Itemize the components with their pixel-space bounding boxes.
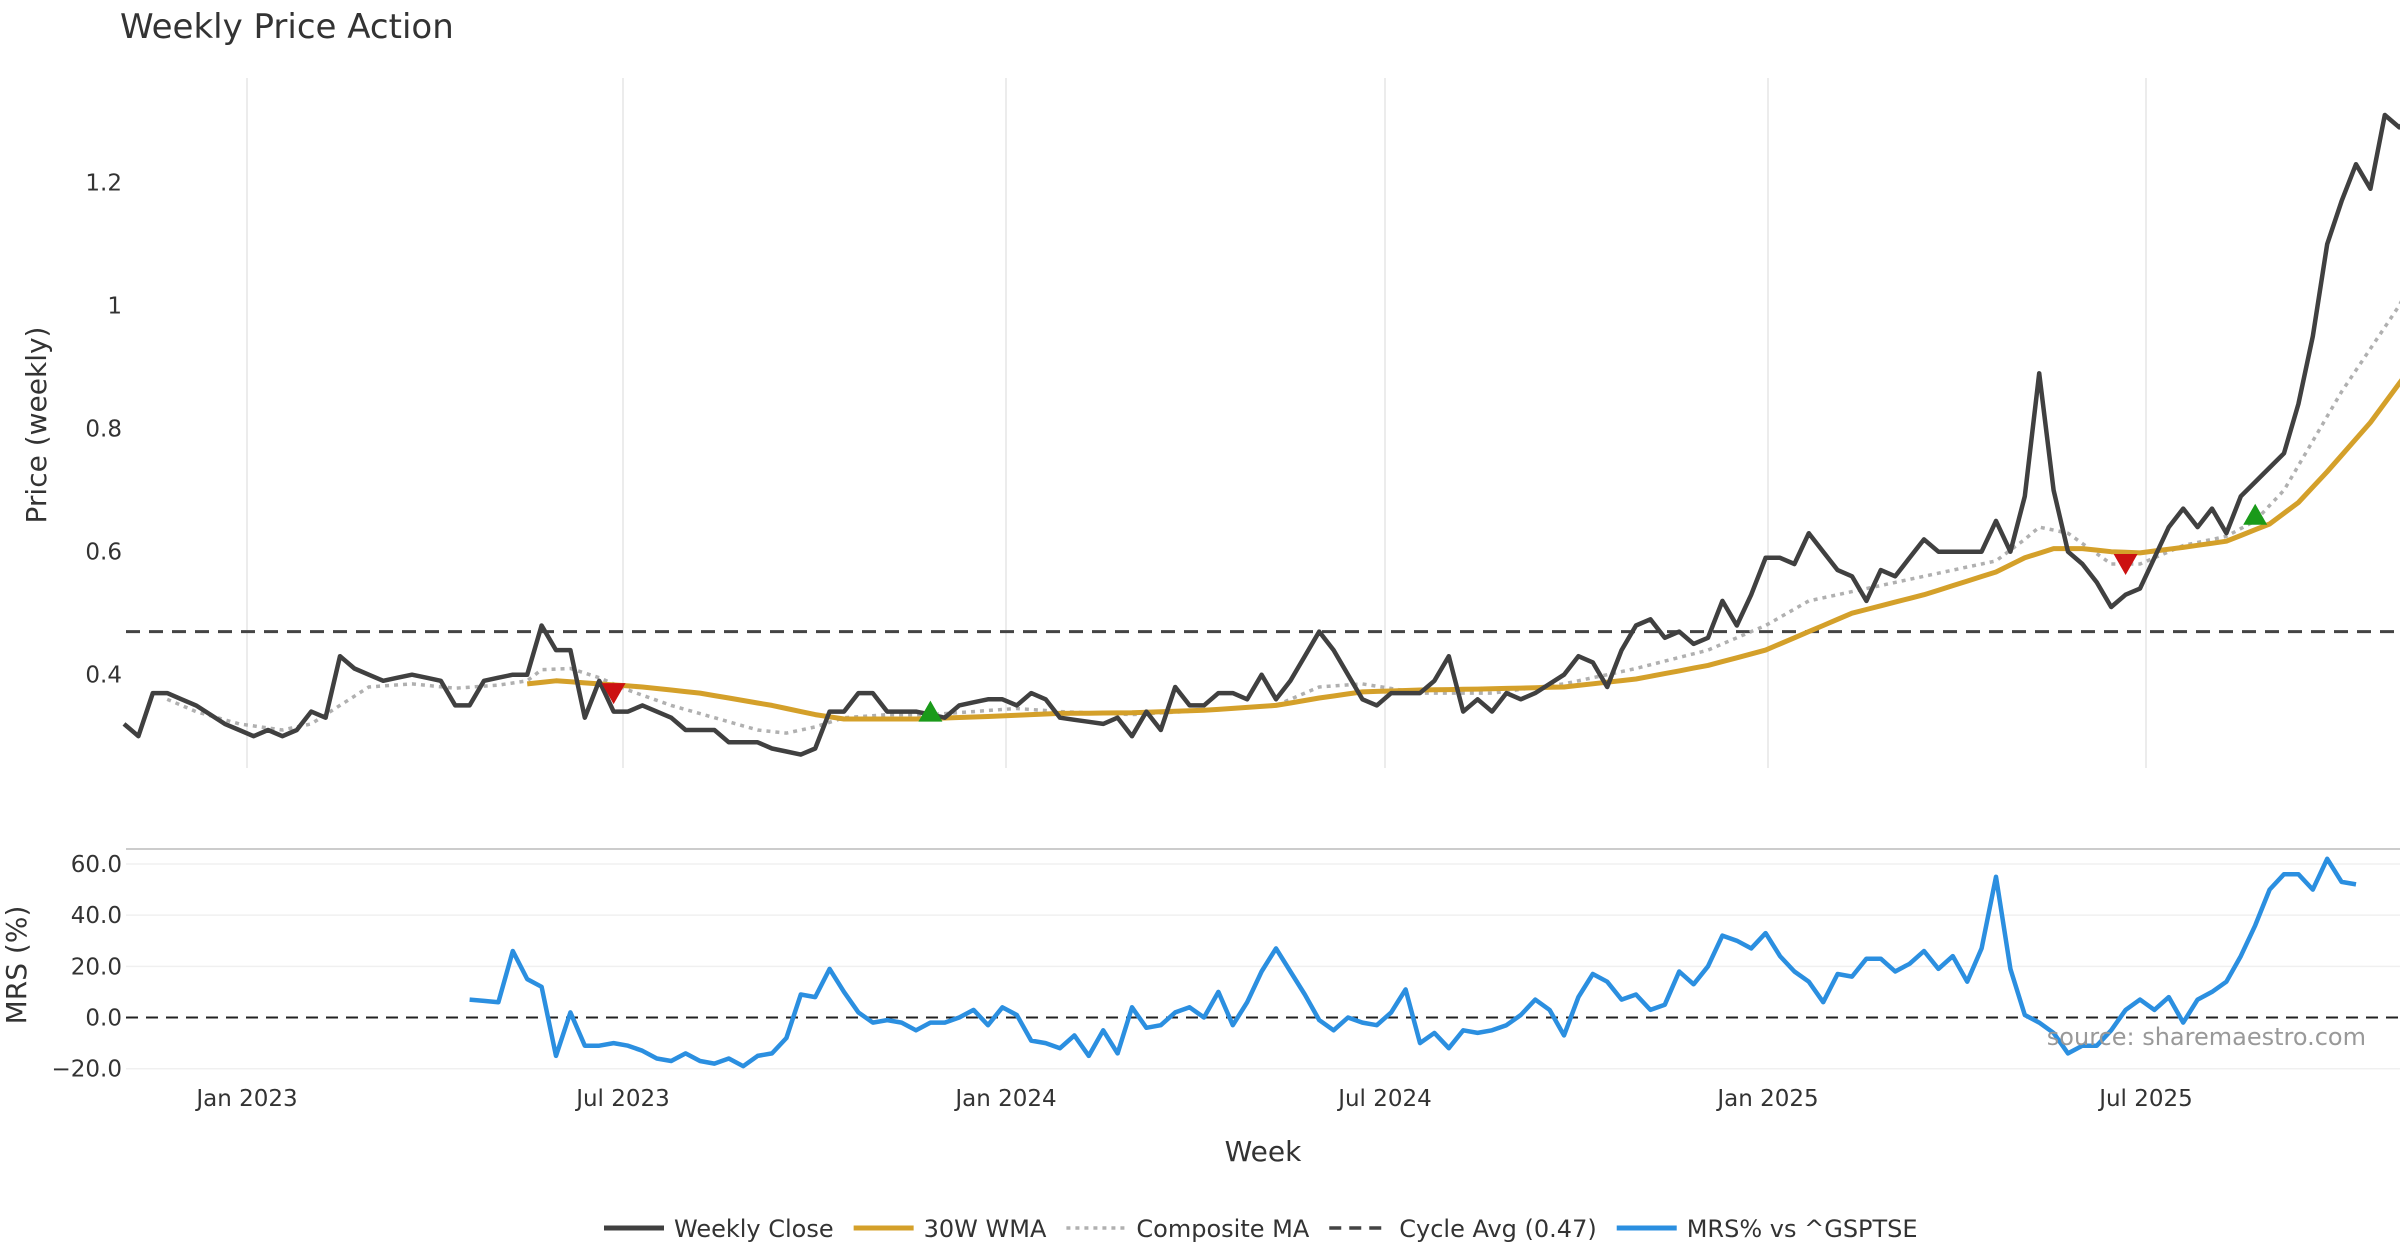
signal-markers: [601, 503, 2268, 722]
x-tick-2: Jan 2024: [953, 1086, 1056, 1112]
mrs-y-axis-label: MRS (%): [0, 906, 33, 1025]
legend-item-4: MRS% vs ^GSPTSE: [1616, 1215, 1918, 1243]
price-panel-gridlines: [246, 78, 2147, 768]
sell-signal-marker-1: [2113, 553, 2138, 575]
price-y-tick-4: 1.2: [85, 171, 122, 197]
legend-item-3: Cycle Avg (0.47): [1329, 1215, 1597, 1243]
wma-30w-line: [526, 378, 2400, 722]
x-axis-label: Week: [1225, 1135, 1302, 1168]
legend-label: Cycle Avg (0.47): [1399, 1215, 1596, 1243]
mrs-panel-gridlines: [126, 863, 2400, 1070]
sell-signal-marker-0: [601, 683, 626, 705]
weekly-close-line: [122, 112, 2400, 757]
composite-ma-line: [166, 300, 2400, 735]
x-tick-4: Jan 2025: [1715, 1086, 1818, 1112]
price-y-tick-labels: 0.4 0.6 0.8 1 1.2: [85, 171, 122, 689]
x-tick-labels: Jan 2023 Jul 2023 Jan 2024 Jul 2024 Jan 2025…: [194, 1086, 2192, 1112]
chart-title: Weekly Price Action: [120, 7, 454, 47]
price-series-group: [122, 112, 2400, 757]
legend-item-2: Composite MA: [1066, 1215, 1310, 1243]
source-watermark: source: sharemaestro.com: [2047, 1023, 2366, 1051]
legend: Weekly Close 30W WMA Composite MA Cycle Avg…: [604, 1215, 1918, 1243]
legend-item-0: Weekly Close: [604, 1215, 834, 1243]
legend-label: Weekly Close: [674, 1215, 834, 1243]
price-y-tick-2: 0.8: [85, 417, 122, 443]
x-tick-5: Jul 2025: [2097, 1086, 2193, 1112]
legend-item-1: 30W WMA: [853, 1215, 1047, 1243]
buy-signal-marker-1: [2243, 503, 2268, 525]
mrs-y-tick-0: −20.0: [52, 1057, 122, 1083]
mrs-y-tick-3: 40.0: [71, 903, 122, 929]
mrs-line: [469, 856, 2357, 1069]
x-tick-3: Jul 2024: [1336, 1086, 1432, 1112]
legend-label: MRS% vs ^GSPTSE: [1687, 1215, 1918, 1243]
price-y-tick-1: 0.6: [85, 540, 122, 566]
price-y-tick-3: 1: [107, 294, 122, 320]
legend-label: Composite MA: [1136, 1215, 1309, 1243]
mrs-y-tick-4: 60.0: [71, 852, 122, 878]
price-y-axis-label: Price (weekly): [20, 327, 53, 524]
x-tick-0: Jan 2023: [194, 1086, 297, 1112]
mrs-y-tick-labels: −20.0 0.0 20.0 40.0 60.0: [52, 852, 122, 1083]
mrs-y-tick-1: 0.0: [85, 1006, 122, 1032]
x-tick-1: Jul 2023: [574, 1086, 670, 1112]
mrs-series-group: [126, 856, 2400, 1069]
mrs-y-tick-2: 20.0: [71, 954, 122, 980]
legend-label: 30W WMA: [924, 1215, 1047, 1243]
price-y-tick-0: 0.4: [85, 663, 122, 689]
buy-signal-marker-0: [918, 700, 943, 722]
